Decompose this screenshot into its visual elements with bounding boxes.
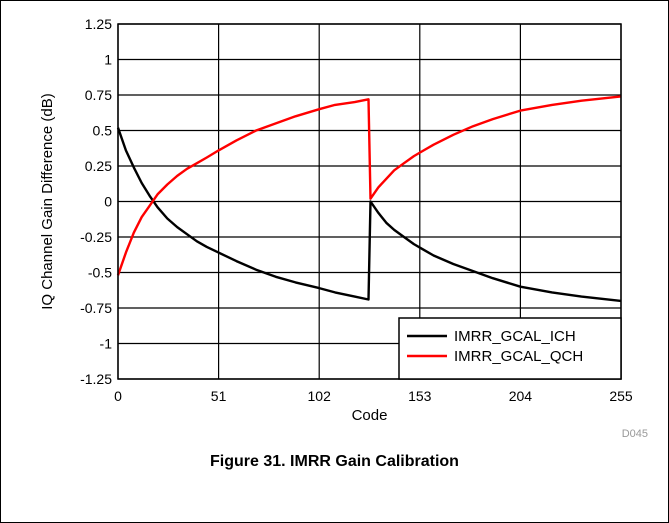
series-line-imrr-gcal-ich: [116, 127, 622, 303]
x-tick-label: 153: [408, 388, 432, 404]
legend-label: IMRR_GCAL_ICH: [454, 328, 576, 345]
figure-code: D045: [622, 428, 648, 440]
y-tick-label: 1.25: [85, 16, 112, 32]
y-tick-label: -0.25: [80, 229, 112, 245]
x-axis-title: Code: [352, 407, 388, 424]
y-tick-label: 0.75: [85, 87, 112, 103]
series-lines: [116, 95, 622, 303]
y-tick-label: -0.75: [80, 300, 112, 316]
x-tick-label: 0: [114, 388, 122, 404]
legend-box: [398, 317, 622, 380]
y-tick-label: -1.25: [80, 371, 112, 387]
y-tick-label: 1: [104, 52, 112, 68]
x-tick-labels: 0 51 102 153 204 255: [114, 388, 633, 404]
figure-caption: Figure 31. IMRR Gain Calibration: [210, 453, 459, 470]
y-tick-label: 0: [104, 194, 112, 210]
x-tick-label: 102: [308, 388, 332, 404]
series-line-imrr-gcal-qch: [116, 95, 622, 276]
y-tick-label: 0.25: [85, 158, 112, 174]
y-axis-title: IQ Channel Gain Difference (dB): [39, 93, 56, 310]
x-tick-label: 204: [509, 388, 533, 404]
legend: IMRR_GCAL_ICH IMRR_GCAL_QCH: [398, 317, 622, 380]
y-tick-labels: 1.25 1 0.75 0.5 0.25 0 -0.25 -0.5 -0.75 -1 -1.25: [80, 16, 112, 387]
x-tick-label: 255: [609, 388, 633, 404]
x-tick-label: 51: [211, 388, 227, 404]
plot-area: [117, 23, 622, 380]
y-tick-label: 0.5: [93, 123, 113, 139]
legend-label: IMRR_GCAL_QCH: [454, 348, 583, 365]
y-tick-label: -0.5: [88, 265, 112, 281]
y-tick-label: -1: [100, 336, 113, 352]
